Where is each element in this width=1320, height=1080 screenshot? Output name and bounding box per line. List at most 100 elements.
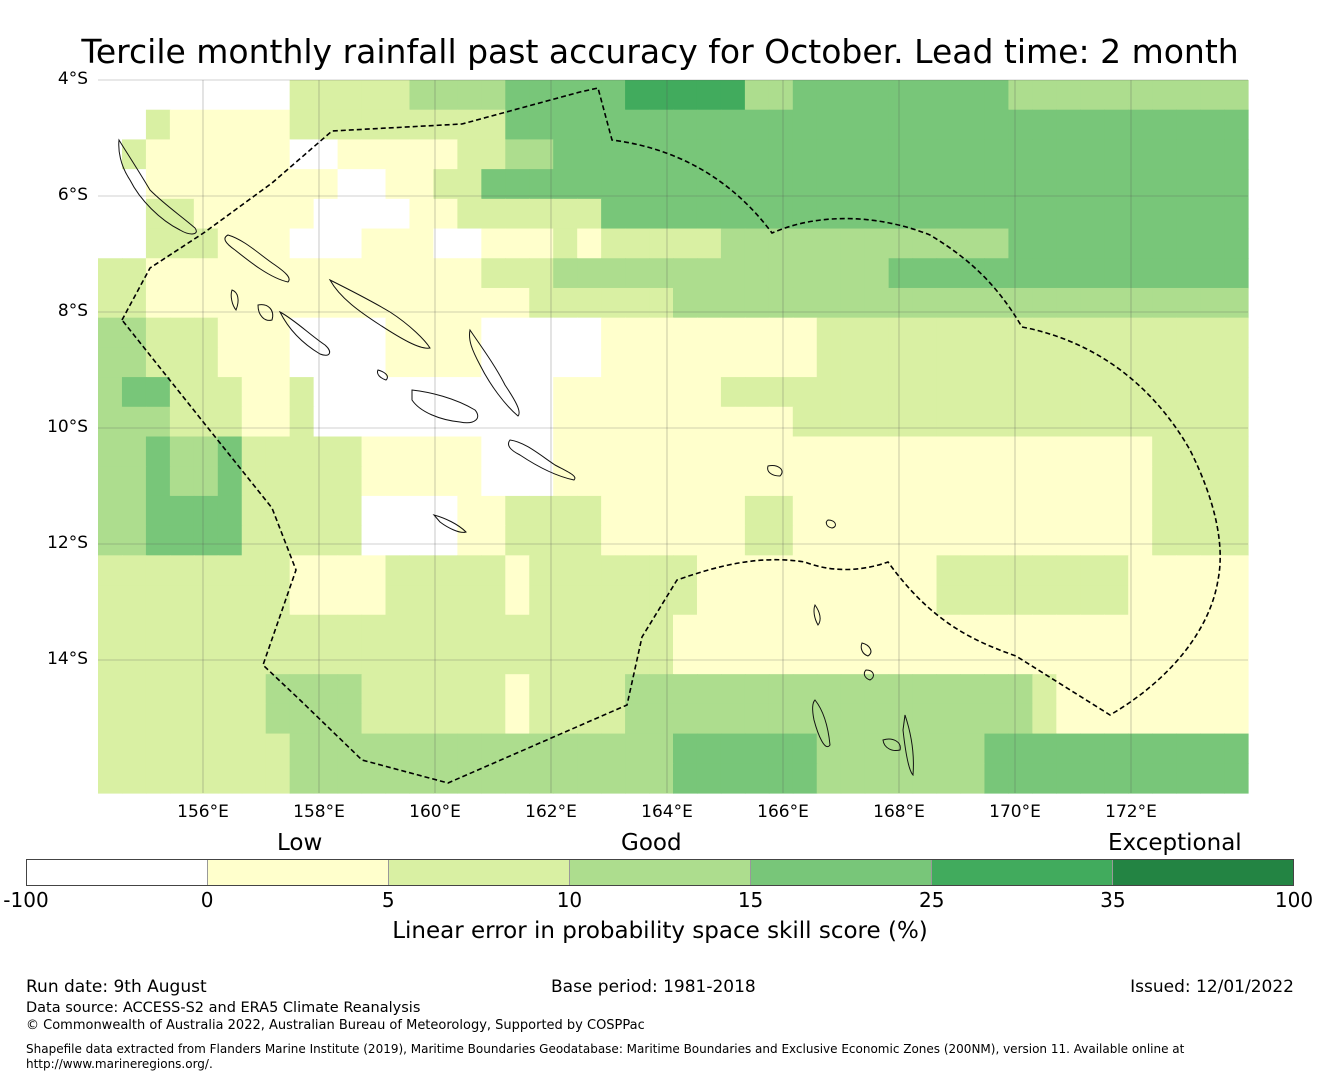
grid-cell [433,644,458,675]
island-coastline [278,310,331,356]
grid-cell [121,525,147,556]
grid-cell [601,406,626,438]
grid-cell [385,436,411,467]
grid-cell [217,228,243,259]
grid-cell [816,406,842,438]
grid-cell [1200,525,1225,556]
grid-cell [768,347,794,378]
grid-cell [673,436,698,467]
grid-cell [361,169,387,200]
grid-cell [696,228,722,259]
grid-cell [936,525,962,556]
grid-cell [960,614,986,646]
grid-cell [1152,169,1177,200]
grid-cell [1056,585,1081,616]
island-coastline [825,519,836,529]
grid-cell [337,169,363,200]
grid-cell [265,198,291,230]
grid-cell [1104,733,1129,764]
grid-cell [1104,674,1129,705]
grid-cell [720,80,746,111]
grid-cell [720,258,746,289]
grid-cell [984,525,1010,556]
grid-cell [1008,525,1033,556]
grid-cell [984,169,1010,200]
grid-cell [1056,733,1081,764]
grid-cell [1032,406,1057,438]
grid-cell [936,377,962,408]
grid-cell [649,703,674,735]
grid-cell [313,495,339,527]
grid-cell [361,228,387,259]
grid-cell [840,228,866,259]
grid-cell [217,317,243,348]
shapefile-url[interactable]: http://www.marineregions.org/. [26,1057,213,1071]
grid-cell [696,644,722,675]
grid-cell [98,733,123,764]
grid-cell [792,525,818,556]
grid-cell [864,347,890,378]
grid-cell [888,377,914,408]
grid-cell [1032,555,1057,586]
grid-cell [265,406,291,438]
grid-cell [169,258,195,289]
grid-cell [912,198,938,230]
grid-cell [1056,644,1081,675]
grid-cell [1008,139,1033,170]
grid-cell [121,436,147,467]
grid-cell [217,763,243,794]
grid-cell [936,674,962,705]
grid-cell [193,614,219,646]
grid-cell [433,406,458,438]
grid-cell [744,287,770,319]
grid-cell [409,674,435,705]
grid-cell [577,258,602,289]
grid-cell [1176,436,1201,467]
grid-cell [864,703,890,735]
grid-cell [984,703,1010,735]
grid-cell [553,377,578,408]
grid-cell [649,763,674,794]
lat-label: 8°S [57,301,88,321]
grid-cell [673,614,698,646]
grid-cell [457,80,482,111]
grid-cell [385,614,411,646]
grid-cell [505,80,530,111]
grid-cell [1080,495,1105,527]
grid-cell [289,585,315,616]
grid-cell [457,674,482,705]
grid-cell [1104,317,1129,348]
grid-cell [912,555,938,586]
grid-cell [768,377,794,408]
colorbar-segment [570,860,751,885]
grid-cell [888,287,914,319]
grid-cell [409,466,435,497]
grid-cell [1200,258,1225,289]
grid-cell [1008,198,1033,230]
grid-cell [289,555,315,586]
grid-cell [936,347,962,378]
grid-cell [744,495,770,527]
grid-cell [289,169,315,200]
grid-cell [361,347,387,378]
grid-cell [337,228,363,259]
grid-cell [529,377,554,408]
grid-cell [1176,406,1201,438]
grid-cell [457,555,482,586]
grid-cell [313,139,339,170]
grid-cell [481,436,506,467]
grid-cell [433,555,458,586]
grid-cell [577,525,602,556]
grid-cell [361,614,387,646]
grid-cell [888,347,914,378]
grid-cell [313,228,339,259]
grid-cell [577,377,602,408]
grid-cell [1176,287,1201,319]
grid-cell [1008,555,1033,586]
grid-cell [1128,703,1153,735]
grid-cell [169,614,195,646]
grid-cell [625,406,650,438]
grid-cell [649,525,674,556]
grid-cell [505,466,530,497]
grid-cell [792,703,818,735]
